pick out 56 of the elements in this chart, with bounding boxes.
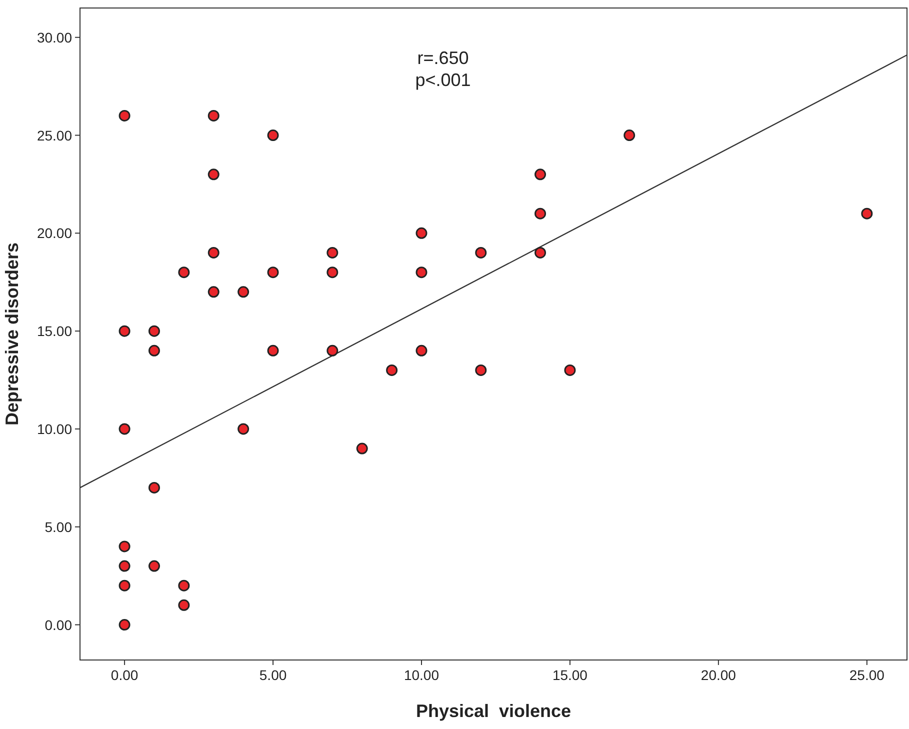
point (208, 246, 220, 258)
point (238, 423, 250, 435)
point (386, 364, 398, 376)
annotation: r=.650 (417, 48, 469, 68)
x-tick-label: 0.00 (110, 667, 138, 683)
y-axis-title: Depressive disorders (2, 242, 22, 426)
point (267, 130, 279, 142)
y-tick-label: 5.00 (44, 518, 72, 535)
y-tick-label: 20.00 (36, 225, 72, 242)
y-tick-label: 25.00 (36, 127, 72, 144)
x-tick-label: 10.00 (404, 667, 440, 683)
point (326, 344, 338, 356)
point (534, 168, 546, 180)
point (118, 619, 130, 631)
point (416, 266, 428, 278)
annotation: p<.001 (415, 70, 471, 90)
point (416, 344, 428, 356)
point (118, 423, 130, 435)
x-tick-label: 20.00 (700, 667, 736, 683)
point (148, 560, 160, 572)
x-tick-label: 5.00 (259, 667, 287, 683)
point (118, 540, 130, 552)
point (208, 168, 220, 180)
point (326, 246, 338, 258)
point (624, 130, 636, 142)
point (178, 266, 190, 278)
point (148, 344, 160, 356)
point (534, 208, 546, 220)
point (148, 482, 160, 494)
point (148, 325, 160, 337)
point (475, 246, 487, 258)
x-axis-title: Physical violence (416, 701, 572, 721)
y-tick-label: 30.00 (36, 29, 72, 46)
point (238, 286, 250, 298)
y-tick-label: 0.00 (44, 616, 72, 633)
x-tick-label: 25.00 (849, 667, 885, 683)
point (118, 580, 130, 592)
point (267, 266, 279, 278)
y-tick-label: 15.00 (36, 323, 72, 340)
x-tick-label: 15.00 (552, 667, 588, 683)
point (178, 580, 190, 592)
y-tick-label: 10.00 (36, 420, 72, 437)
point (416, 227, 428, 239)
point (326, 266, 338, 278)
point (178, 599, 190, 611)
point (475, 364, 487, 376)
point (534, 246, 546, 258)
point (208, 286, 220, 298)
point (564, 364, 576, 376)
point (267, 344, 279, 356)
point (118, 560, 130, 572)
point (356, 442, 368, 454)
point (118, 325, 130, 337)
point (208, 110, 220, 122)
point (861, 208, 873, 220)
point (118, 110, 130, 122)
